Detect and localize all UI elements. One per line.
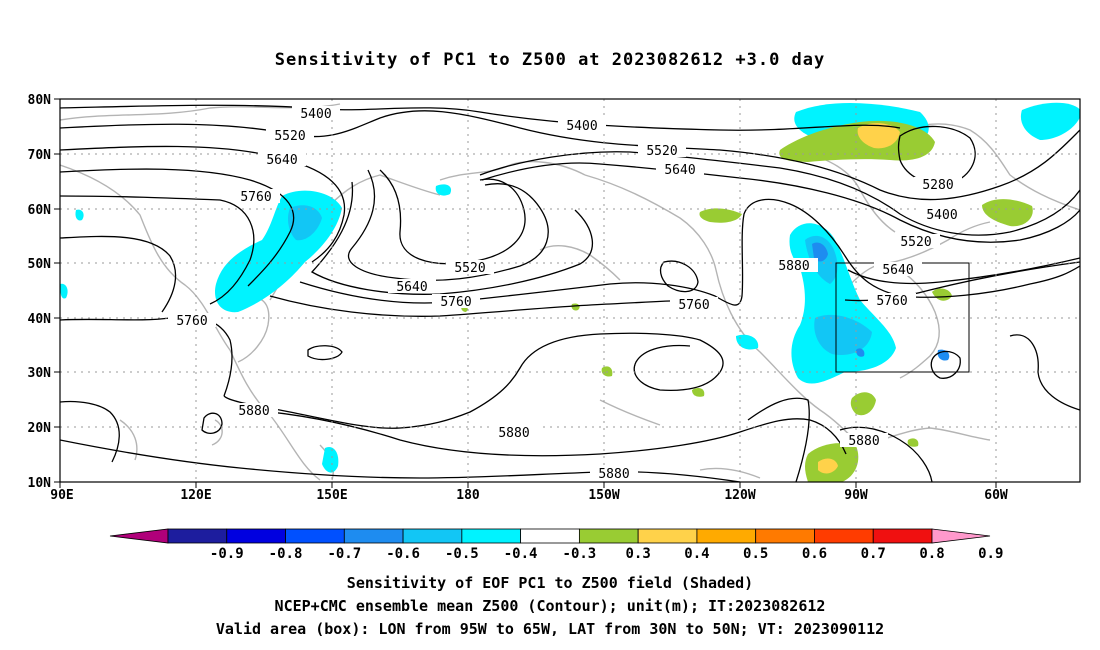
lon-label: 90E [50,488,73,503]
lat-label: 20N [28,421,52,436]
lon-label: 60W [984,488,1008,503]
contour-label: 5280 [922,178,953,193]
colorbar-swatch [167,528,228,544]
colorbar-end-right [931,528,991,544]
colorbar-swatch [755,528,815,544]
colorbar-swatch [285,528,345,544]
colorbar-end-left [109,528,169,544]
contour-label: 5640 [882,263,913,278]
colorbar-swatch [578,528,639,544]
contour-label: 5400 [300,107,331,122]
colorbar-swatch [814,528,874,544]
contour-label: 5640 [664,163,695,178]
contour-label: 5640 [266,153,297,168]
contour-label: 5520 [900,235,931,250]
colorbar-label: 0.8 [919,546,944,562]
colorbar-swatch [637,528,698,544]
lon-label: 180 [456,488,480,503]
lat-label: 10N [28,476,52,491]
colorbar-swatch [461,528,522,544]
colorbar-label: 0.6 [802,546,827,562]
lat-label: 50N [28,257,52,272]
colorbar-label: -0.5 [445,546,479,562]
caption-valid-area: Valid area (box): LON from 95W to 65W, L… [215,620,885,638]
contour-label: 5760 [440,295,471,310]
colorbar-swatch [343,528,404,544]
longitude-labels: 90E 120E 150E 180 150W 120W 90W 60W [50,488,1008,503]
contour-label: 5880 [598,467,629,482]
colorbar-label: -0.4 [504,546,538,562]
caption-shading: Sensitivity of EOF PC1 to Z500 field (Sh… [346,574,754,592]
tick-marks [54,98,997,488]
colorbar-label: -0.3 [563,546,597,562]
colorbar-swatch [872,528,933,544]
contour-label: 5400 [566,119,597,134]
lon-label: 120E [180,488,211,503]
latitude-labels: 80N 70N 60N 50N 40N 30N 20N 10N [28,93,52,491]
colorbar-label: 0.5 [743,546,768,562]
lat-label: 30N [28,366,52,381]
lat-label: 80N [28,93,52,108]
contour-label: 5760 [876,294,907,309]
colorbar-label: -0.8 [269,546,303,562]
lat-label: 40N [28,312,52,327]
contour-label: 5760 [176,314,207,329]
caption-contour: NCEP+CMC ensemble mean Z500 (Contour); u… [274,597,826,615]
colorbar-label: -0.9 [210,546,244,562]
lat-label: 60N [28,203,52,218]
colorbar-swatch [402,528,463,544]
colorbar-label: 0.4 [684,546,709,562]
contour-label: 5880 [848,434,879,449]
contour-label: 5520 [646,144,677,159]
lat-label: 70N [28,148,52,163]
lon-label: 90W [844,488,868,503]
lon-label: 120W [724,488,755,503]
contour-label: 5520 [454,261,485,276]
contour-label: 5640 [396,280,427,295]
contour-label: 5880 [498,426,529,441]
colorbar-swatch [520,528,580,544]
colorbar-label: 0.7 [861,546,886,562]
colorbar-swatch [226,528,286,544]
plot-frame [59,98,1081,483]
contour-label: 5400 [926,208,957,223]
contour-labels: 5400 5400 5520 5520 5640 5640 5760 5280 … [168,106,966,482]
colorbar-label: 0.9 [978,546,1003,562]
lon-label: 150W [588,488,619,503]
colorbar: -0.9 -0.8 -0.7 -0.6 -0.5 -0.4 -0.3 0.3 0.4 0.5 0.6… [109,528,1003,562]
contour-label: 5520 [274,129,305,144]
colorbar-label: -0.6 [386,546,420,562]
contour-label: 5760 [678,298,709,313]
contour-label: 5880 [778,259,809,274]
graticule [60,99,1080,482]
contour-label: 5760 [240,190,271,205]
contour-label: 5880 [238,404,269,419]
map-title: Sensitivity of PC1 to Z500 at 2023082612… [274,50,826,70]
colorbar-label: -0.7 [327,546,361,562]
lon-label: 150E [316,488,347,503]
positive-sensitivity-shading [461,120,1033,482]
colorbar-swatch [696,528,757,544]
colorbar-label: 0.3 [626,546,651,562]
